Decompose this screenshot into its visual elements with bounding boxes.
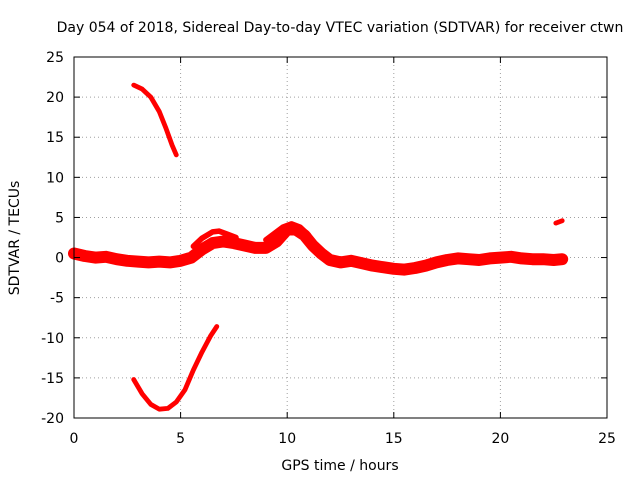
y-tick-label: 5	[55, 210, 64, 226]
x-tick-label: 20	[491, 431, 509, 447]
x-tick-label: 10	[278, 431, 296, 447]
series-isolated-point	[553, 218, 565, 226]
x-tick-label: 5	[176, 431, 185, 447]
ticks: 0 5 10 15 20 25 -20 -15 -10 -5 0 5 10 15 20 25	[41, 50, 616, 447]
y-axis-label: SDTVAR / TECUs	[7, 181, 23, 296]
series-arc-low	[131, 324, 220, 412]
series-layer	[68, 82, 569, 412]
series-arc-high	[131, 82, 179, 158]
y-tick-label: 10	[46, 170, 64, 186]
x-tick-label: 15	[385, 431, 403, 447]
y-tick-label: 15	[46, 130, 64, 146]
x-tick-label: 25	[598, 431, 616, 447]
series-arc-mid	[263, 221, 312, 243]
chart-title: Day 054 of 2018, Sidereal Day-to-day VTE…	[57, 20, 624, 36]
x-tick-label: 0	[70, 431, 79, 447]
series-arc-main	[68, 223, 569, 276]
series-arc-upper	[190, 228, 239, 250]
x-axis-label: GPS time / hours	[281, 458, 398, 474]
plot-frame	[73, 56, 608, 419]
y-tick-label: 0	[55, 251, 64, 267]
y-tick-label: -20	[41, 411, 64, 427]
y-tick-label: -5	[50, 291, 64, 307]
y-tick-label: 20	[46, 90, 64, 106]
y-tick-label: 25	[46, 50, 64, 66]
y-tick-label: -15	[41, 371, 64, 387]
grid	[74, 57, 607, 418]
y-tick-label: -10	[41, 331, 64, 347]
